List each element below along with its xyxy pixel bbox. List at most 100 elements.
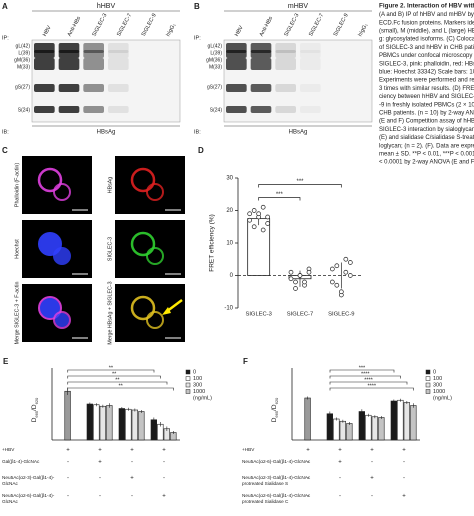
sig-label: ***: [296, 179, 304, 185]
blot-title: hHBV: [97, 3, 116, 10]
marker-label: S(24): [210, 107, 223, 113]
condition-sign: +: [370, 476, 374, 482]
condition-sign: -: [307, 494, 309, 500]
bar: [106, 405, 113, 441]
legend-label: 100: [193, 376, 202, 382]
condition-sign: -: [371, 494, 373, 500]
legend-unit: (ng/mL): [433, 395, 452, 401]
band: [34, 50, 55, 58]
data-point: [306, 269, 312, 275]
condition-label: GlcNAc: [2, 499, 19, 504]
condition-label: Neu5Ac(α2-3)-Gal(β1-4)-GlcNAc: [242, 475, 311, 480]
legend-swatch: [425, 389, 431, 394]
condition-sign: -: [339, 476, 341, 482]
data-point: [293, 286, 298, 291]
cell: [38, 232, 62, 256]
ib-label: IB:: [2, 129, 9, 135]
condition-label: protreated Sialidase S: [242, 481, 288, 486]
band: [58, 50, 80, 58]
bar: [150, 419, 157, 441]
condition-sign: +: [162, 448, 166, 454]
data-point: [256, 211, 262, 217]
marker-label: M(33): [209, 64, 222, 70]
cell: [130, 231, 156, 257]
sig-label: **: [109, 365, 114, 371]
caption-line: (E) and sialidase C/sialidase S-treated …: [379, 135, 474, 141]
condition-sign: -: [307, 476, 309, 482]
sig-label: **: [112, 371, 117, 377]
caption-line: < 0.0001 by 2-way ANOVA (E and F): [379, 160, 474, 166]
y-tick-label: 20: [226, 208, 233, 214]
band: [83, 84, 104, 92]
condition-sign: -: [67, 494, 69, 500]
band: [34, 84, 55, 92]
data-point: [247, 211, 253, 217]
lane-label: hIgG₁: [357, 23, 369, 38]
caption-line: SIGLEC-3 interaction by sialoglycan. (n …: [379, 127, 474, 133]
marker-label: gM(36): [14, 57, 30, 63]
band: [34, 58, 55, 70]
caption-line: loglycan; (n = 2). (F). Data are express…: [379, 143, 474, 149]
lane-label: SIGLEC-7: [308, 13, 325, 38]
sig-bracket: [67, 369, 155, 373]
band: [275, 50, 296, 58]
cell: [37, 167, 63, 193]
data-point: [343, 269, 349, 275]
band: [275, 84, 296, 92]
image-label: Merge SIGLEC-3 + F-actin: [14, 282, 20, 345]
legend-label: 0: [433, 369, 436, 375]
band: [226, 50, 247, 58]
band: [108, 50, 129, 58]
band: [226, 58, 247, 70]
blot: [31, 39, 181, 123]
legend-label: 0: [193, 369, 196, 375]
legend-swatch: [185, 382, 191, 388]
image-label: SIGLEC-3: [107, 237, 113, 261]
band: [58, 84, 80, 92]
x-tick-label: SIGLEC-7: [287, 312, 313, 318]
caption-line: g: glycosylated isoforms. (C) Colocaliz: [379, 37, 474, 43]
condition-label: +HBV: [2, 447, 15, 452]
marker-label: gS(27): [15, 84, 30, 90]
bar: [397, 399, 404, 441]
ip-label: IP:: [194, 35, 201, 41]
sig-label: ***: [359, 365, 366, 371]
condition-sign: +: [98, 448, 102, 454]
data-point: [334, 263, 340, 269]
data-point: [329, 279, 335, 285]
marker-label: gL(42): [16, 43, 31, 49]
data-point: [343, 256, 349, 262]
caption-line: Experiments were performed and repeat: [379, 78, 474, 84]
legend-swatch: [425, 376, 431, 381]
data-point: [347, 260, 353, 265]
sig-label: ****: [367, 383, 376, 389]
lane-label: SIGLEC-9: [141, 13, 158, 38]
band: [83, 106, 104, 113]
sig-bracket: [67, 381, 168, 385]
bar: [358, 411, 365, 441]
legend-label: 300: [433, 382, 442, 388]
lane-label: Anti-HBs: [259, 15, 275, 37]
condition-sign: -: [67, 460, 69, 466]
band: [226, 106, 247, 113]
band: [300, 58, 321, 70]
bar: [378, 417, 385, 441]
bar: [304, 397, 311, 441]
marker-label: gS(27): [207, 84, 222, 90]
caption-line: (small), M (middle), and L (large) HBsAg: [379, 28, 474, 34]
sig-bracket: [67, 375, 161, 379]
band: [250, 50, 272, 58]
sig-bracket: [258, 184, 342, 188]
sig-label: **: [115, 377, 120, 383]
x-tick-label: SIGLEC-3: [245, 312, 271, 318]
condition-sign: -: [163, 460, 165, 466]
sig-label: ***: [276, 192, 284, 198]
condition-sign: -: [99, 494, 101, 500]
condition-sign: -: [99, 476, 101, 482]
y-axis-label: FRET efficiency (%): [209, 214, 216, 272]
y-axis-label: D665/D620: [31, 397, 39, 422]
y-tick-label: 30: [226, 176, 233, 182]
band: [300, 84, 321, 92]
data-point: [338, 289, 344, 295]
panel-label: F: [243, 357, 248, 366]
